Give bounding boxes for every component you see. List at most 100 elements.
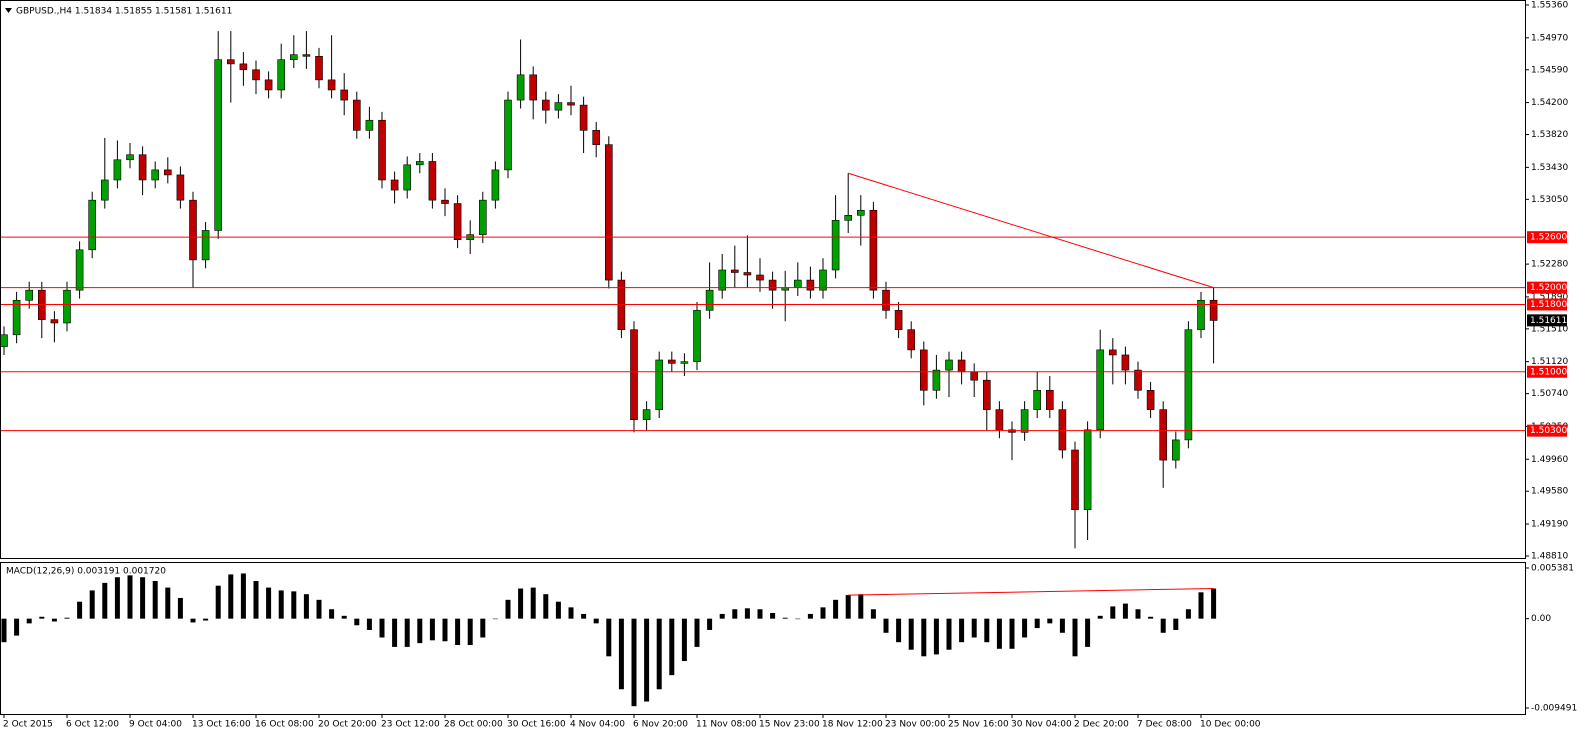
macd-bar (190, 618, 196, 623)
y-tick-label: 1.55360 (1531, 1, 1568, 11)
macd-bar (606, 618, 612, 657)
candle-body (478, 199, 487, 235)
candle-body (1209, 299, 1218, 321)
y-tick-label: 1.52280 (1531, 260, 1568, 270)
macd-bar (14, 618, 20, 636)
macd-bar (631, 618, 637, 707)
level-label: 1.51000 (1530, 367, 1567, 377)
candle-body (491, 169, 500, 201)
macd-bar (694, 618, 700, 647)
x-tick-label: 6 Nov 20:00 (633, 720, 688, 730)
y-tick-label: 1.54590 (1531, 65, 1568, 75)
level-label: 1.52000 (1530, 283, 1567, 293)
macd-bar (266, 587, 272, 619)
candle-body (743, 272, 752, 276)
macd-bar (845, 595, 851, 619)
candle-body (403, 164, 412, 191)
menu-arrow[interactable] (5, 8, 12, 13)
x-tick-label: 28 Oct 00:00 (444, 720, 503, 730)
macd-bar (744, 608, 750, 619)
macd-bar (681, 618, 687, 662)
candle-body (693, 310, 701, 362)
macd-bar (644, 618, 650, 702)
macd-bar (1072, 618, 1078, 657)
candle-body (1159, 409, 1167, 461)
macd-bar (870, 609, 876, 619)
y-tick-label: 1.49580 (1531, 487, 1568, 497)
candle-body (352, 99, 361, 131)
candle-body (1071, 449, 1079, 511)
candle-body (201, 230, 210, 261)
macd-bar (1022, 618, 1028, 638)
macd-bar (240, 573, 246, 619)
x-tick-label: 30 Nov 04:00 (1011, 720, 1072, 730)
x-tick-label: 4 Nov 04:00 (570, 720, 625, 730)
candle-body (415, 161, 424, 166)
candle-body (768, 279, 777, 291)
x-tick-label: 15 Nov 23:00 (759, 720, 820, 730)
candle-body (655, 359, 664, 410)
price-label: 1.51611 (1530, 316, 1567, 326)
candle-body (1134, 369, 1142, 391)
candle-body (1033, 389, 1041, 410)
y-tick-label: -0.009491 (1531, 704, 1577, 714)
y-tick-label: 1.51120 (1531, 357, 1568, 367)
macd-bar (429, 618, 435, 641)
level-label-box (1527, 365, 1567, 378)
macd-bar (908, 618, 914, 650)
macd-bar (530, 587, 536, 619)
candle-body (164, 169, 172, 176)
macd-bar (555, 601, 561, 619)
candle-body (630, 329, 638, 421)
macd-bar (455, 618, 461, 646)
candle-body (730, 269, 739, 273)
candle-body (302, 54, 311, 57)
macd-bar (329, 609, 335, 619)
macd-bar (1009, 618, 1015, 649)
level-label: 1.50300 (1530, 426, 1567, 436)
macd-bar (618, 618, 624, 690)
macd-title: MACD(12,26,9) 0.003191 0.001720 (6, 567, 166, 577)
macd-bar (152, 581, 158, 619)
candle-body (289, 54, 298, 60)
candle-body (856, 209, 865, 216)
candle-body (567, 102, 575, 106)
x-tick-label: 7 Dec 08:00 (1137, 720, 1192, 730)
candle-body (50, 319, 59, 324)
y-tick-label: 1.50740 (1531, 389, 1568, 399)
y-tick-label: 1.49960 (1531, 455, 1568, 465)
x-tick-label: 10 Dec 00:00 (1200, 720, 1261, 730)
macd-bar (392, 618, 398, 647)
candle-body (428, 161, 437, 201)
candle-body (604, 144, 613, 281)
macd-bar (568, 607, 574, 619)
candle-body (126, 154, 134, 161)
candle-body (844, 215, 853, 221)
candle-body (970, 371, 979, 381)
candle-body (945, 359, 953, 371)
macd-bar (1160, 618, 1166, 633)
candle-body (214, 59, 222, 231)
macd-bar (757, 609, 763, 619)
candle-body (277, 59, 286, 91)
candle-body (365, 119, 374, 131)
candle-body (138, 154, 147, 181)
x-tick-label: 30 Oct 16:00 (507, 720, 566, 730)
y-tick-label: 0.00 (1531, 614, 1551, 624)
candle-body (819, 269, 827, 291)
macd-bar (543, 594, 549, 619)
macd-bar (492, 618, 498, 620)
macd-bar (1122, 603, 1128, 619)
macd-bar (140, 577, 146, 619)
macd-bar (26, 618, 32, 624)
macd-bar (732, 609, 738, 619)
x-tick-label: 16 Oct 08:00 (255, 720, 314, 730)
candle-body (12, 299, 21, 336)
candle-body (1096, 349, 1104, 431)
macd-bar (946, 618, 952, 650)
candle-body (756, 274, 764, 281)
macd-bar (1110, 606, 1116, 619)
macd-bar (64, 617, 70, 619)
macd-bar (896, 618, 902, 643)
macd-bar (971, 618, 977, 638)
